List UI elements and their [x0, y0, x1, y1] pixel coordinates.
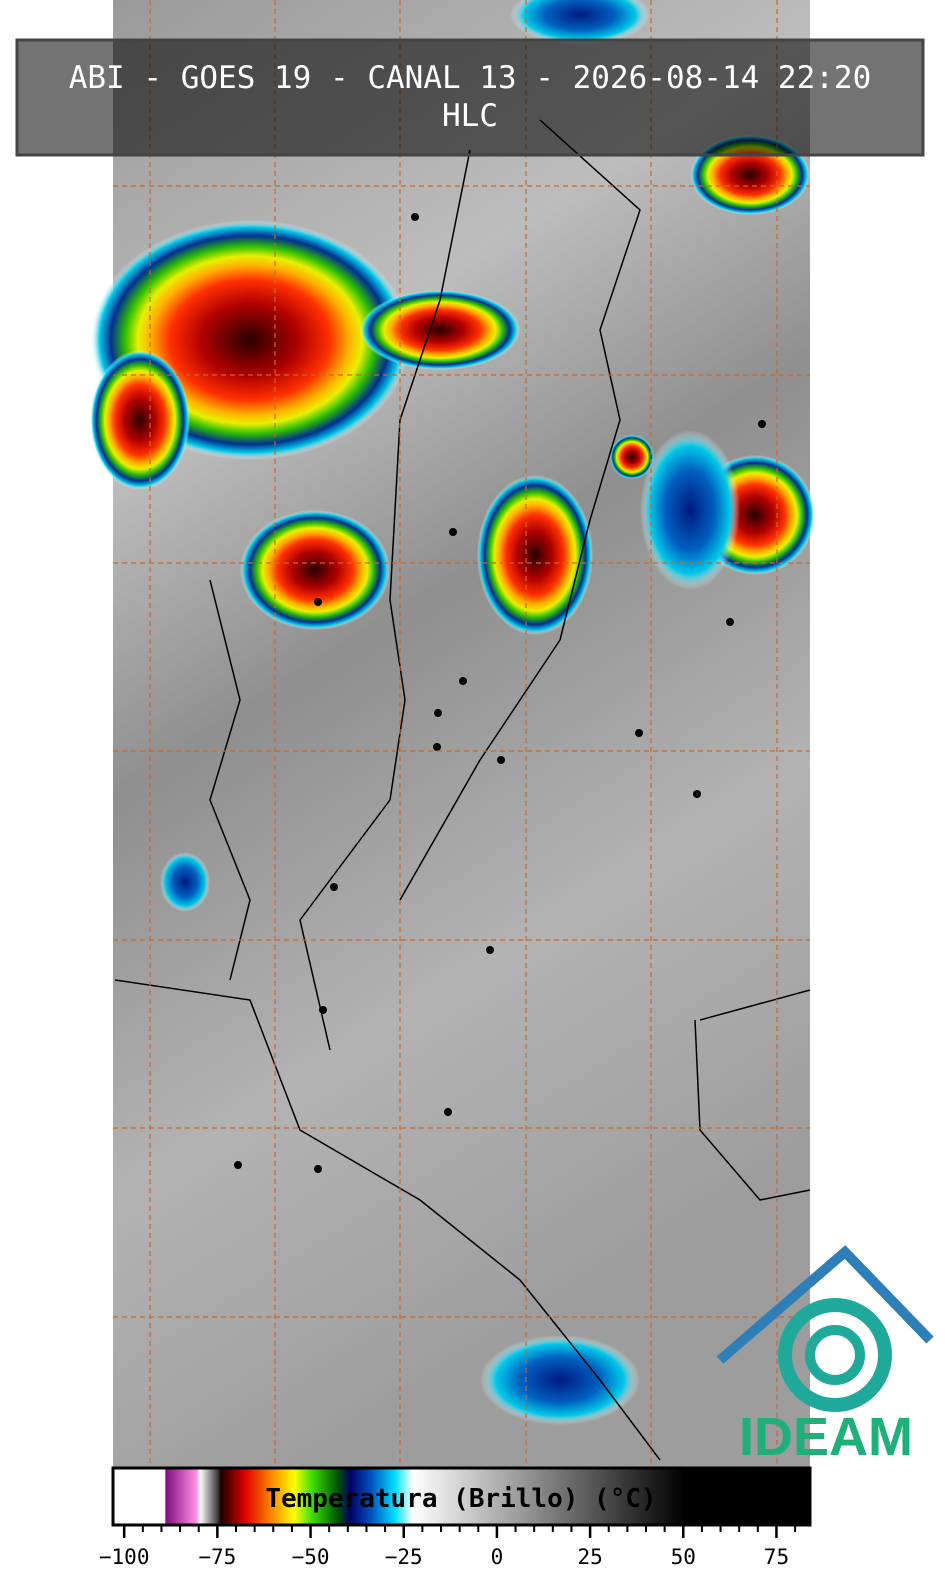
tick-label: 50	[671, 1545, 696, 1569]
satellite-map	[90, 0, 815, 1468]
colorbar: Temperatura (Brillo) (°C)	[111, 1466, 812, 1527]
title-box	[15, 38, 925, 157]
tick-label: 75	[764, 1545, 789, 1569]
tick-label: −100	[99, 1545, 150, 1569]
title: ABI - GOES 19 - CANAL 13 - 2026-08-14 22…	[69, 60, 872, 96]
logo: IDEAM	[716, 1245, 934, 1467]
tick-label: −50	[292, 1545, 330, 1569]
tick-label: −75	[198, 1545, 236, 1569]
colorbar-label: Temperatura (Brillo) (°C)	[265, 1484, 656, 1514]
tick-label: 25	[577, 1545, 602, 1569]
tick-label: −25	[385, 1545, 423, 1569]
tick-label: 0	[491, 1545, 504, 1569]
logo-text: IDEAM	[739, 1407, 913, 1467]
subtitle: HLC	[442, 98, 498, 134]
